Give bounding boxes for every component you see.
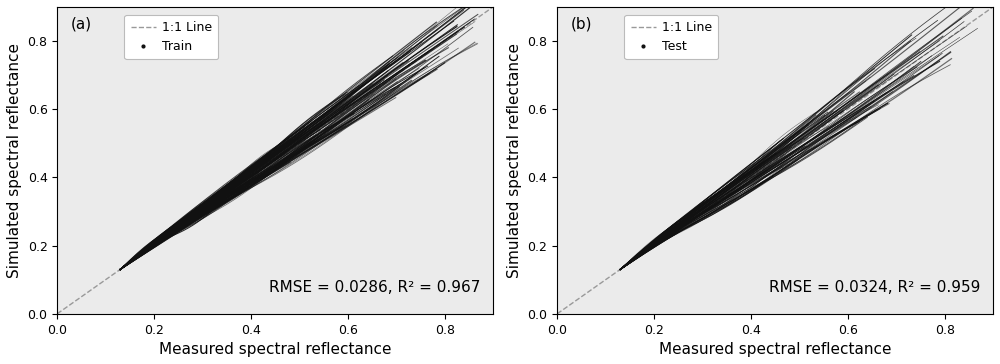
Text: RMSE = 0.0286, R² = 0.967: RMSE = 0.0286, R² = 0.967 [269,280,480,295]
Text: (b): (b) [570,16,592,31]
Y-axis label: Simulated spectral reflectance: Simulated spectral reflectance [7,43,22,278]
Text: (a): (a) [70,16,91,31]
X-axis label: Measured spectral reflectance: Measured spectral reflectance [159,342,391,357]
Text: RMSE = 0.0324, R² = 0.959: RMSE = 0.0324, R² = 0.959 [769,280,980,295]
Legend: 1:1 Line, Test: 1:1 Line, Test [624,15,718,59]
Legend: 1:1 Line, Train: 1:1 Line, Train [124,15,218,59]
Y-axis label: Simulated spectral reflectance: Simulated spectral reflectance [507,43,522,278]
X-axis label: Measured spectral reflectance: Measured spectral reflectance [659,342,891,357]
